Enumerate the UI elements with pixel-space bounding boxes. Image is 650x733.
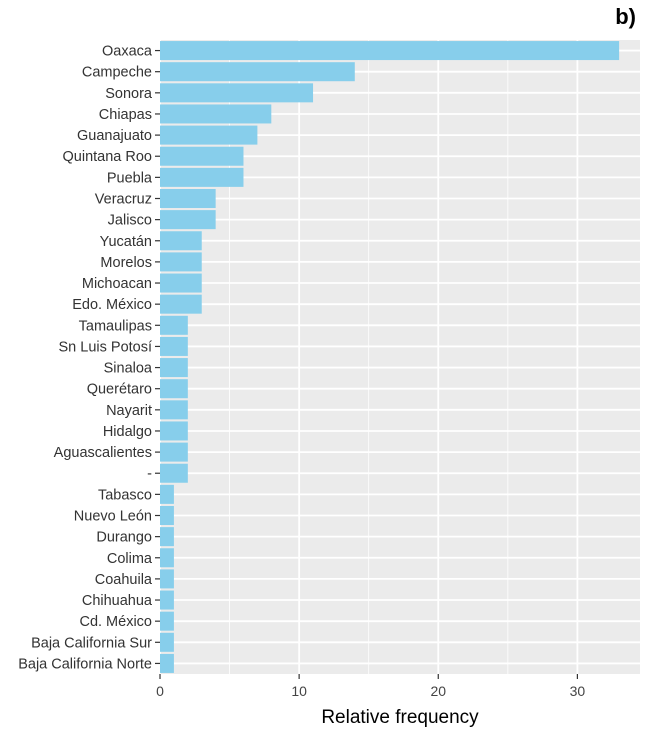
- y-tick-label: Morelos: [100, 255, 152, 271]
- y-tick-label: Chiapas: [99, 107, 152, 123]
- bar: [160, 527, 174, 547]
- y-axis: Oaxaca Campeche Sonora Chiapas Guanajuato Qui…: [18, 44, 160, 672]
- bar: [160, 231, 202, 251]
- bar: [160, 167, 244, 187]
- bar: [160, 252, 202, 272]
- y-tick-label: Chihuahua: [82, 593, 153, 609]
- y-tick-label: Oaxaca: [102, 44, 153, 60]
- bar: [160, 632, 174, 652]
- x-tick-label: 10: [291, 683, 307, 699]
- x-tick-label: 0: [156, 683, 164, 699]
- bar: [160, 358, 188, 378]
- y-tick-label: Campeche: [82, 65, 152, 81]
- y-tick-label: Cd. México: [79, 614, 152, 630]
- y-tick-label: Querétaro: [87, 382, 152, 398]
- bar: [160, 463, 188, 483]
- y-tick-label: Hidalgo: [103, 424, 152, 440]
- bar: [160, 505, 174, 526]
- y-tick-label: Colima: [107, 551, 153, 567]
- bar: [160, 210, 216, 230]
- y-tick-label: Coahuila: [95, 572, 153, 588]
- y-tick-label: Baja California Sur: [31, 635, 152, 651]
- y-tick-label: Edo. México: [72, 297, 152, 313]
- y-tick-label: Guanajuato: [77, 128, 152, 144]
- bar: [160, 104, 272, 124]
- bar: [160, 590, 174, 610]
- bar: [160, 188, 216, 209]
- bar: [160, 294, 202, 314]
- bar: [160, 442, 188, 462]
- y-tick-label: Sn Luis Potosí: [59, 339, 153, 355]
- y-tick-label: Veracruz: [95, 192, 152, 208]
- bar: [160, 146, 244, 166]
- bar: [160, 273, 202, 293]
- bar: [160, 400, 188, 420]
- bar: [160, 336, 188, 356]
- y-tick-label: Jalisco: [108, 213, 152, 229]
- y-tick-label: Tabasco: [98, 487, 152, 503]
- bar: [160, 41, 620, 61]
- y-tick-label: Michoacan: [82, 276, 152, 292]
- x-tick-label: 30: [570, 683, 586, 699]
- bar: [160, 421, 188, 441]
- x-tick-label: 20: [430, 683, 446, 699]
- y-tick-label: -: [147, 466, 152, 482]
- y-tick-label: Durango: [96, 530, 152, 546]
- y-tick-label: Nuevo León: [74, 509, 152, 525]
- y-tick-label: Puebla: [107, 170, 153, 186]
- bar: [160, 569, 174, 589]
- bar: [160, 83, 314, 103]
- bar: [160, 548, 174, 568]
- bar: [160, 62, 355, 82]
- y-tick-label: Baja California Norte: [18, 656, 152, 672]
- bars: [160, 41, 620, 673]
- y-tick-label: Sinaloa: [104, 361, 153, 377]
- bar: [160, 315, 188, 335]
- x-axis-label: Relative frequency: [321, 707, 479, 728]
- y-tick-label: Quintana Roo: [63, 149, 152, 165]
- bar: [160, 484, 174, 504]
- y-tick-label: Tamaulipas: [79, 318, 152, 334]
- panel-label: b): [615, 4, 636, 29]
- bar: [160, 379, 188, 399]
- y-tick-label: Aguascalientes: [54, 445, 152, 461]
- bar: [160, 611, 174, 631]
- y-tick-label: Nayarit: [106, 403, 152, 419]
- bar: [160, 125, 258, 145]
- y-tick-label: Sonora: [105, 86, 153, 102]
- x-axis: 0 10 20 30: [156, 674, 585, 699]
- plot-panel: [160, 40, 640, 674]
- y-tick-label: Yucatán: [100, 234, 152, 250]
- bar: [160, 653, 174, 673]
